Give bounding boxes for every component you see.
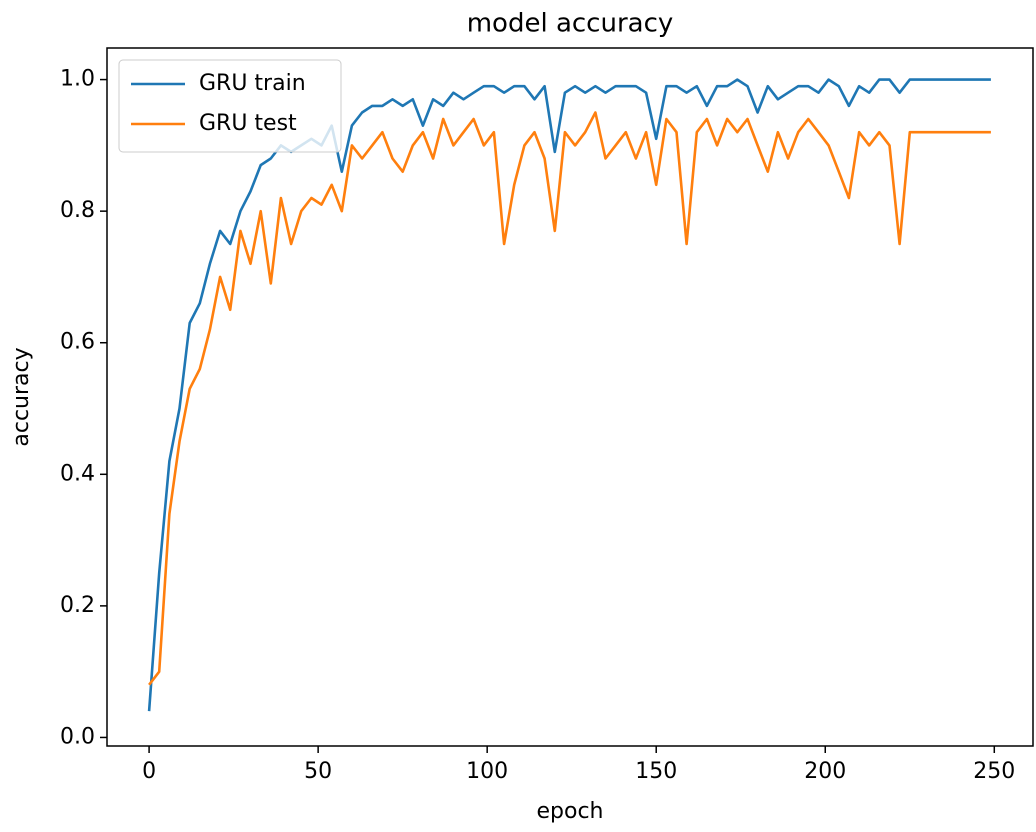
legend-label: GRU train: [199, 71, 306, 96]
x-tick-label: 50: [304, 759, 332, 784]
y-tick-label: 1.0: [60, 67, 95, 92]
legend-label: GRU test: [199, 111, 297, 136]
x-tick-label: 200: [804, 759, 846, 784]
x-tick-label: 250: [973, 759, 1015, 784]
y-tick-label: 0.6: [60, 330, 95, 355]
data-line: [147, 78, 991, 712]
y-tick-label: 0.8: [60, 198, 95, 223]
y-tick-label: 0.2: [60, 593, 95, 618]
plot-frame: [106, 47, 1034, 747]
chart-title: model accuracy: [467, 9, 674, 39]
x-tick-label: 0: [142, 759, 156, 784]
y-axis-label: accuracy: [9, 347, 34, 446]
x-tick-label: 100: [466, 759, 508, 784]
x-tick-label: 150: [635, 759, 677, 784]
data-line: [148, 111, 991, 686]
x-axis-label: epoch: [537, 799, 604, 824]
y-tick-label: 0.0: [60, 724, 95, 749]
y-tick-label: 0.4: [60, 461, 95, 486]
